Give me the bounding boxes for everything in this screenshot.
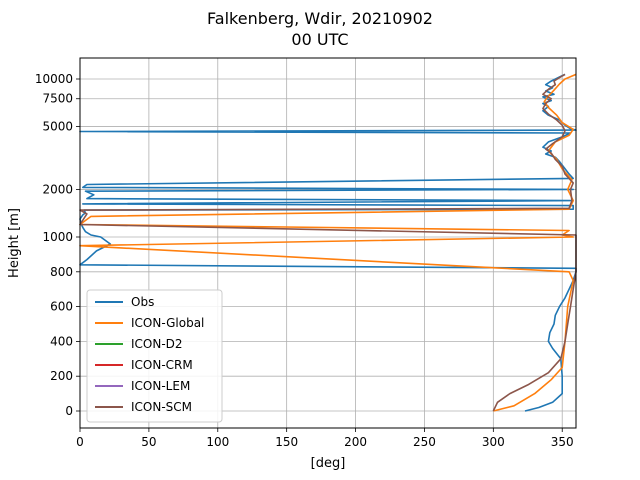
x-axis-ticks: 0 50 100 150 200 250 300 350 [76,428,574,449]
x-tick-label: 200 [344,435,367,449]
y-tick-label: 1000 [42,230,73,244]
x-tick-label: 100 [206,435,229,449]
x-tick-label: 0 [76,435,84,449]
x-tick-label: 150 [275,435,298,449]
y-tick-label: 600 [50,300,73,314]
x-tick-label: 50 [141,435,156,449]
legend-entry: ICON-CRM [131,358,193,372]
y-tick-label: 200 [50,369,73,383]
x-axis-label: [deg] [311,456,346,471]
legend: Obs ICON-Global ICON-D2 ICON-CRM ICON-LEM ICO… [86,289,223,423]
x-tick-label: 350 [551,435,574,449]
legend-entry: ICON-D2 [131,337,183,351]
y-tick-label: 10000 [35,72,73,86]
legend-entry: Obs [131,295,154,309]
y-tick-label: 5000 [42,120,73,134]
x-tick-label: 250 [413,435,436,449]
legend-entry: ICON-SCM [131,400,192,414]
y-tick-label: 2000 [42,182,73,196]
plot-frame [79,57,577,429]
y-tick-label: 0 [65,404,73,418]
plot-lines [79,73,577,412]
y-tick-label: 800 [50,265,73,279]
legend-entry: ICON-Global [131,316,204,330]
y-axis-label: Height [m] [7,208,22,278]
series-line-icon-scm [79,73,577,412]
x-tick-label: 300 [482,435,505,449]
chart-title: Falkenberg, Wdir, 20210902 [207,9,433,28]
legend-entry: ICON-LEM [131,379,190,393]
chart-subtitle: 00 UTC [291,30,348,49]
y-axis-ticks: 0 200 400 600 800 1000 2000 5000 7500 10000 [35,72,80,418]
y-tick-label: 7500 [42,92,73,106]
y-tick-label: 400 [50,334,73,348]
series-line-obs [79,73,577,412]
